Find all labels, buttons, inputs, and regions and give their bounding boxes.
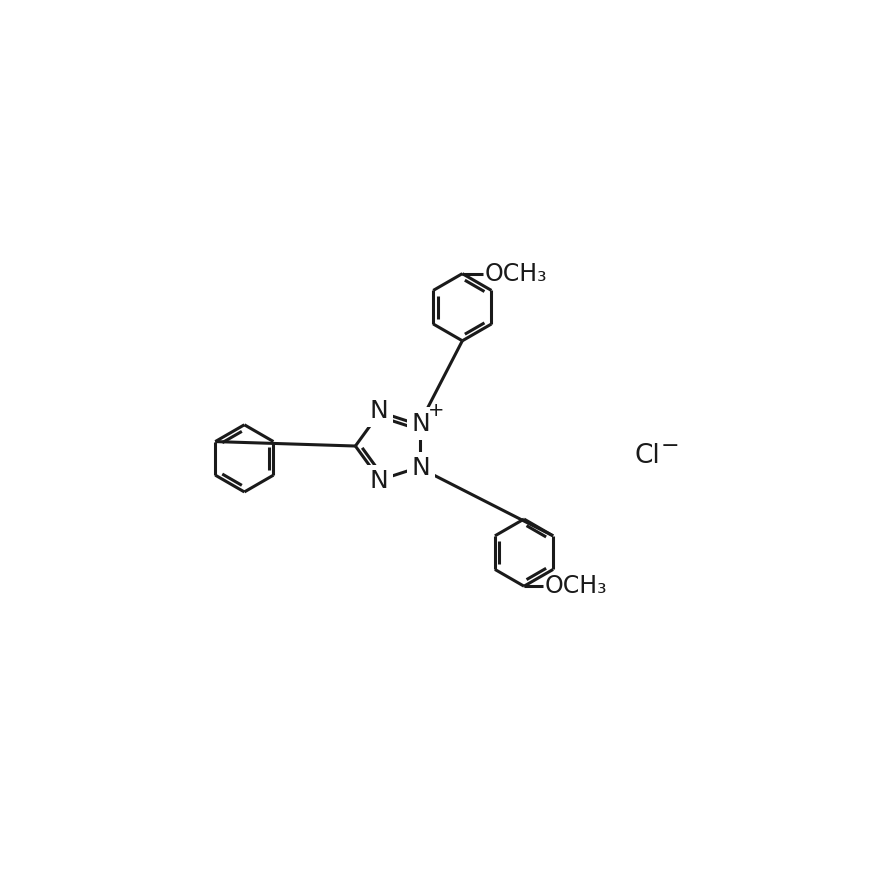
Text: N: N	[369, 469, 388, 493]
Text: N: N	[412, 412, 431, 436]
Text: Cl: Cl	[635, 443, 660, 469]
Text: N: N	[412, 457, 431, 481]
Text: N: N	[412, 412, 431, 436]
Text: N: N	[412, 457, 431, 481]
Text: +: +	[428, 400, 444, 419]
Text: OCH₃: OCH₃	[484, 262, 546, 286]
Text: −: −	[660, 436, 679, 456]
Text: N: N	[369, 399, 388, 423]
Text: OCH₃: OCH₃	[545, 574, 607, 598]
Text: N: N	[369, 469, 388, 493]
Text: N: N	[369, 399, 388, 423]
